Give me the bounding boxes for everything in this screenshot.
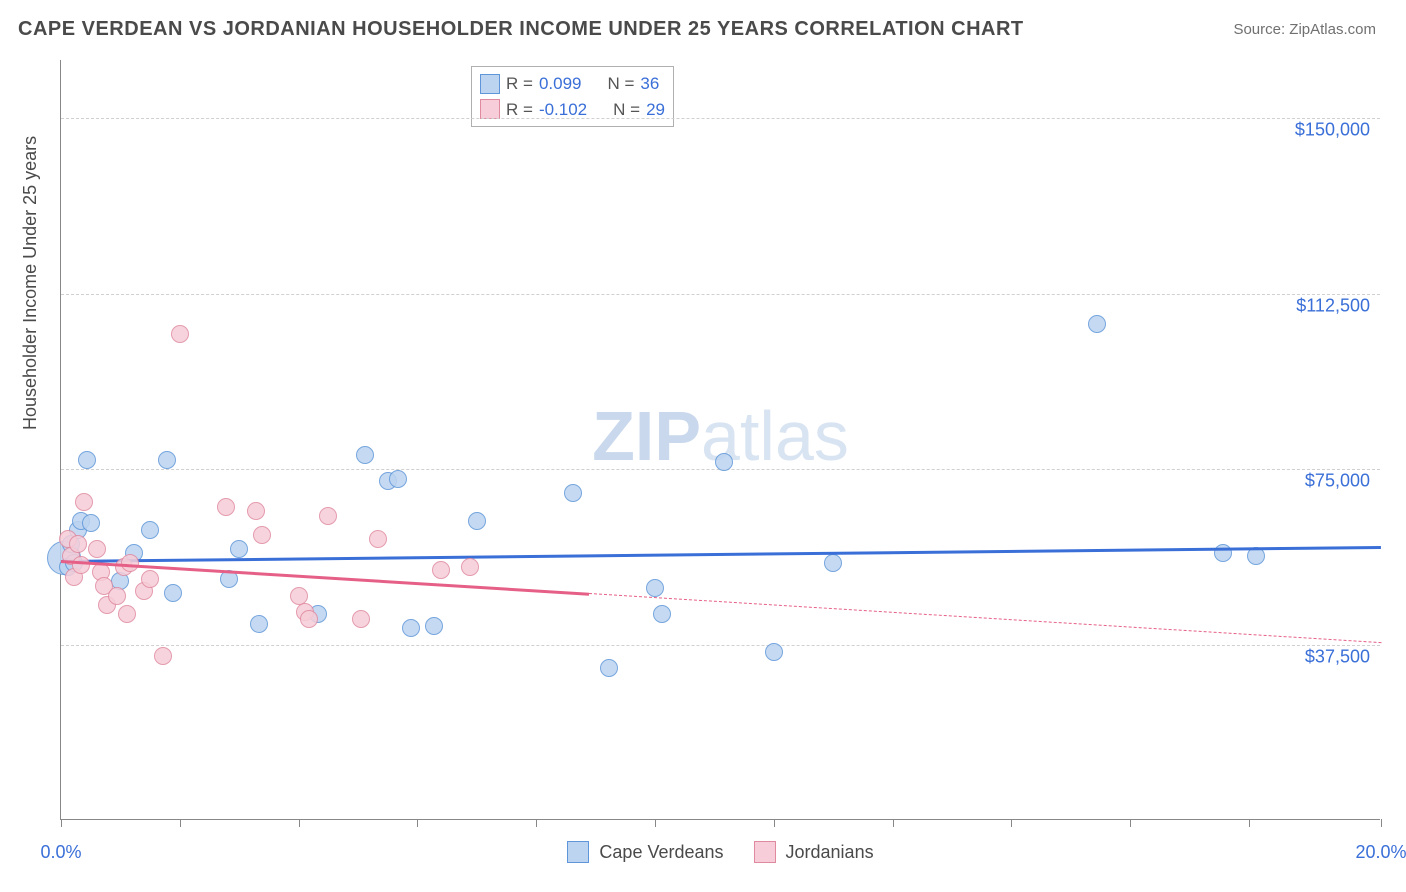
trend-line-series-0 [61,546,1381,563]
scatter-point [715,453,733,471]
scatter-point [108,587,126,605]
x-tick [417,819,418,827]
bottom-legend: Cape Verdeans Jordanians [61,841,1380,863]
scatter-point [352,610,370,628]
scatter-point [158,451,176,469]
swatch-series-0 [567,841,589,863]
scatter-point [461,558,479,576]
scatter-point [82,514,100,532]
chart-title: CAPE VERDEAN VS JORDANIAN HOUSEHOLDER IN… [18,18,1024,41]
legend-item-0: Cape Verdeans [567,841,723,863]
legend-item-1: Jordanians [754,841,874,863]
scatter-point [78,451,96,469]
gridline [61,118,1380,119]
scatter-point [171,325,189,343]
scatter-point [154,647,172,665]
x-tick [299,819,300,827]
scatter-point [369,530,387,548]
scatter-point [290,587,308,605]
scatter-point [653,605,671,623]
scatter-point [765,643,783,661]
scatter-point [319,507,337,525]
y-tick-label: $37,500 [1305,646,1370,667]
scatter-point [121,554,139,572]
gridline [61,645,1380,646]
scatter-point [253,526,271,544]
scatter-point [69,535,87,553]
x-tick [655,819,656,827]
scatter-point [164,584,182,602]
x-tick-label-right: 20.0% [1355,842,1406,863]
scatter-point [600,659,618,677]
scatter-point [425,617,443,635]
y-tick-label: $150,000 [1295,120,1370,141]
x-tick [536,819,537,827]
scatter-point [468,512,486,530]
chart-source: Source: ZipAtlas.com [1233,21,1376,38]
stats-row-series-0: R = 0.099 N = 36 [480,71,665,97]
x-tick [1011,819,1012,827]
x-tick [1249,819,1250,827]
legend-label: Jordanians [786,842,874,863]
scatter-point [141,521,159,539]
scatter-point [432,561,450,579]
swatch-series-1 [480,99,500,119]
scatter-point [75,493,93,511]
chart-header: CAPE VERDEAN VS JORDANIAN HOUSEHOLDER IN… [0,0,1406,49]
y-tick-label: $75,000 [1305,471,1370,492]
scatter-point [230,540,248,558]
x-tick [61,819,62,827]
x-tick [1130,819,1131,827]
x-tick-label-left: 0.0% [40,842,81,863]
legend-label: Cape Verdeans [599,842,723,863]
scatter-point [247,502,265,520]
scatter-point [118,605,136,623]
scatter-point [250,615,268,633]
scatter-point [824,554,842,572]
scatter-chart: ZIPatlas R = 0.099 N = 36 R = -0.102 N =… [60,60,1380,820]
trend-dash-series-1 [589,593,1381,643]
swatch-series-1 [754,841,776,863]
scatter-point [402,619,420,637]
scatter-point [564,484,582,502]
scatter-point [217,498,235,516]
swatch-series-0 [480,74,500,94]
x-tick [180,819,181,827]
x-tick [774,819,775,827]
x-tick [1381,819,1382,827]
scatter-point [389,470,407,488]
scatter-point [300,610,318,628]
scatter-point [88,540,106,558]
scatter-point [1088,315,1106,333]
scatter-point [646,579,664,597]
y-tick-label: $112,500 [1296,295,1370,316]
x-tick [893,819,894,827]
scatter-point [72,556,90,574]
scatter-point [356,446,374,464]
y-axis-label: Householder Income Under 25 years [20,136,41,430]
gridline [61,294,1380,295]
scatter-point [141,570,159,588]
